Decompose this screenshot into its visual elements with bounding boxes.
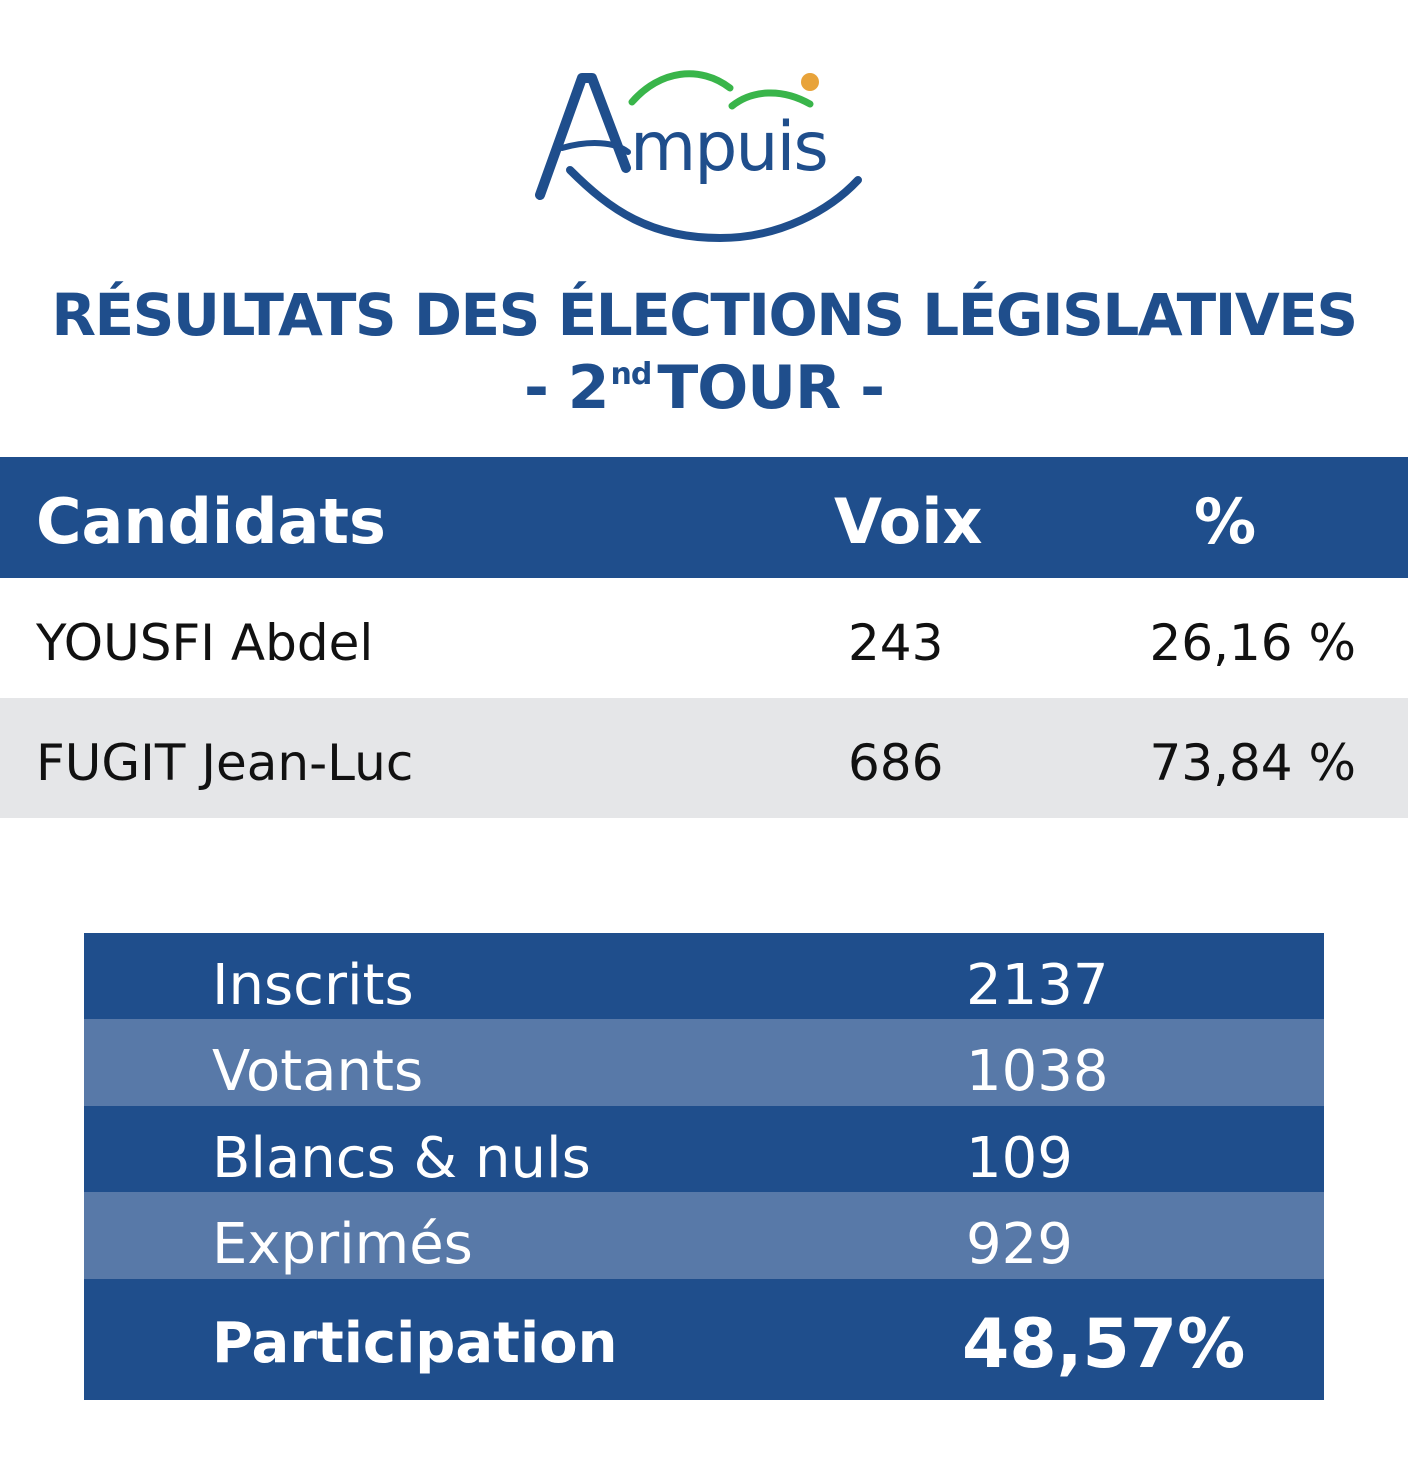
title-line2-prefix: - 2 <box>523 353 610 423</box>
title-line2-sup: nd <box>610 357 653 392</box>
title-line1: RÉSULTATS DES ÉLECTIONS LÉGISLATIVES <box>51 281 1358 349</box>
summary-value: 109 <box>966 1126 1073 1191</box>
summary-row-votants: Votants 1038 <box>84 1019 1324 1106</box>
candidate-votes: 686 <box>848 734 944 792</box>
header-candidates: Candidats <box>36 485 386 558</box>
summary-value: 2137 <box>966 953 1109 1018</box>
summary-row-participation: Participation 48,57% <box>84 1279 1324 1400</box>
candidate-percent: 26,16 % <box>1149 614 1356 672</box>
header-percent: % <box>1194 485 1257 558</box>
summary-row-inscrits: Inscrits 2137 <box>84 933 1324 1019</box>
page-title: RÉSULTATS DES ÉLECTIONS LÉGISLATIVES - 2… <box>0 280 1408 426</box>
summary-label: Inscrits <box>212 953 414 1018</box>
summary-table: Inscrits 2137 Votants 1038 Blancs & nuls… <box>84 933 1324 1400</box>
summary-label: Participation <box>212 1311 618 1376</box>
summary-row-blancs-nuls: Blancs & nuls 109 <box>84 1106 1324 1192</box>
header-votes: Voix <box>834 485 983 558</box>
svg-text:mpuis: mpuis <box>630 108 827 187</box>
ampuis-logo: mpuis <box>535 70 862 243</box>
candidate-name: YOUSFI Abdel <box>36 614 374 672</box>
candidate-votes: 243 <box>848 614 944 672</box>
candidate-row: FUGIT Jean-Luc 686 73,84 % <box>0 698 1408 818</box>
candidate-row: YOUSFI Abdel 243 26,16 % <box>0 578 1408 698</box>
summary-label: Blancs & nuls <box>212 1126 591 1191</box>
summary-label: Votants <box>212 1039 424 1104</box>
candidate-percent: 73,84 % <box>1149 734 1356 792</box>
summary-value: 1038 <box>966 1039 1109 1104</box>
summary-value: 48,57% <box>962 1305 1246 1384</box>
summary-value: 929 <box>966 1212 1073 1277</box>
candidate-name: FUGIT Jean-Luc <box>36 734 414 792</box>
candidates-table-header: Candidats Voix % <box>0 457 1408 578</box>
summary-label: Exprimés <box>212 1212 473 1277</box>
summary-row-exprimes: Exprimés 929 <box>84 1192 1324 1279</box>
title-line2-suffix: TOUR - <box>657 353 885 423</box>
title-line2: - 2nd TOUR - <box>0 350 1408 426</box>
